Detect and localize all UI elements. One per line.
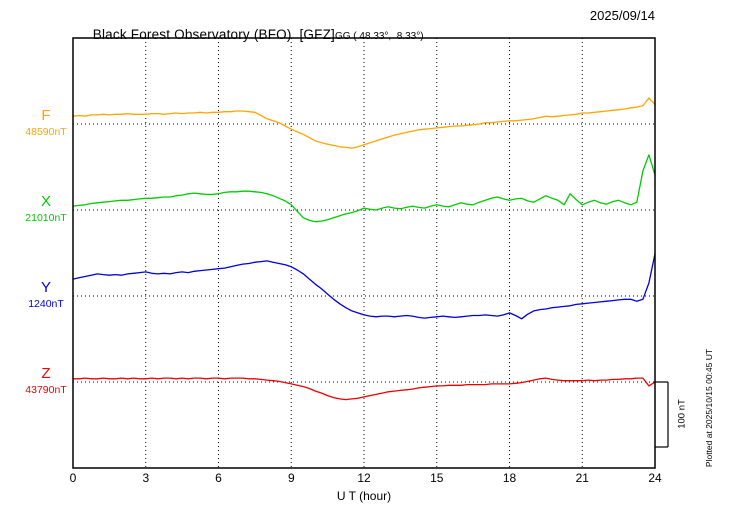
channel-label-Z: Z 43790nT (20, 365, 72, 397)
channel-label-X: X 21010nT (20, 193, 72, 225)
channel-basevalue-Y: 1240nT (28, 298, 64, 310)
x-tick-6: 6 (215, 471, 222, 485)
plotted-at-note: Plotted at 2025/10/15 00:45 UT (704, 348, 714, 468)
channel-letter-Y: Y (40, 279, 51, 296)
x-tick-3: 3 (142, 471, 150, 485)
plot-date: 2025/09/14 (589, 8, 655, 23)
channel-letter-X: X (40, 193, 51, 210)
x-tick-21: 21 (575, 471, 589, 485)
channel-basevalue-Z: 43790nT (25, 384, 67, 396)
channel-basevalue-F: 48590nT (25, 126, 67, 138)
channel-label-F: F 48590nT (20, 107, 72, 139)
x-tick-24: 24 (648, 471, 662, 485)
channel-label-Y: Y 1240nT (20, 279, 72, 311)
observatory-coords: GG ( 48.33°, 8.33°) (334, 31, 424, 42)
x-tick-0: 0 (69, 471, 77, 485)
x-tick-15: 15 (430, 471, 444, 485)
channel-basevalue-X: 21010nT (25, 212, 67, 224)
x-tick-12: 12 (357, 471, 371, 485)
scale-bar-label: 100 nT (676, 399, 688, 429)
channel-letter-Z: Z (41, 365, 51, 382)
x-tick-9: 9 (287, 471, 295, 485)
x-tick-18: 18 (502, 471, 517, 485)
x-axis-label: U T (hour) (336, 489, 392, 503)
channel-letter-F: F (41, 107, 51, 124)
